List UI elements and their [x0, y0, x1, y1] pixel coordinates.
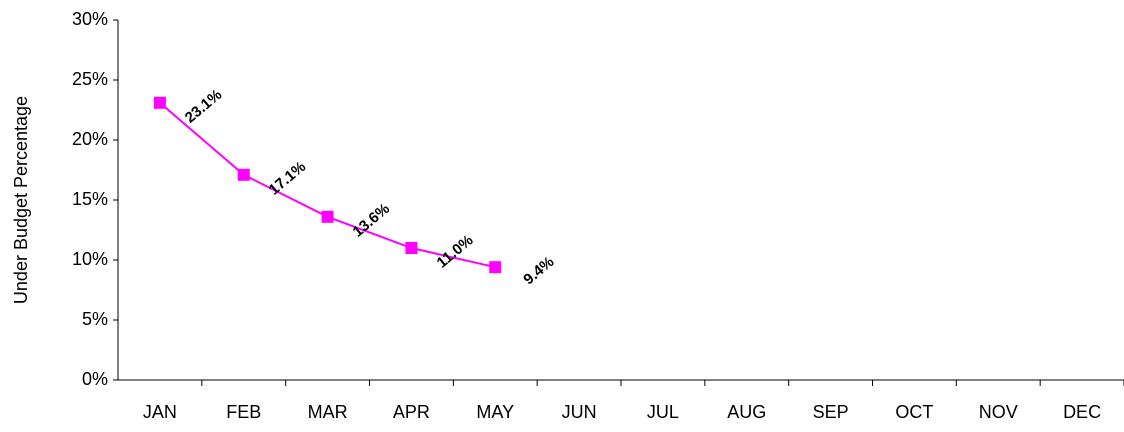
marker: [237, 168, 250, 181]
data-label: 13.6%: [349, 200, 393, 240]
x-tick-label: JUL: [647, 402, 679, 422]
x-tick-label: NOV: [979, 402, 1018, 422]
y-tick-label: 0%: [82, 369, 108, 389]
x-tick-label: AUG: [727, 402, 766, 422]
y-tick-label: 25%: [72, 69, 108, 89]
x-tick-label: JUN: [562, 402, 597, 422]
marker: [321, 210, 334, 223]
x-tick-label: APR: [393, 402, 430, 422]
y-tick-label: 15%: [72, 189, 108, 209]
line: [159, 102, 496, 269]
y-axis-title: Under Budget Percentage: [11, 96, 31, 304]
y-tick-label: 30%: [72, 9, 108, 29]
y-tick-label: 10%: [72, 249, 108, 269]
x-tick-label: FEB: [226, 402, 261, 422]
x-tick-label: SEP: [813, 402, 849, 422]
x-tick-label: JAN: [143, 402, 177, 422]
x-tick-label: OCT: [895, 402, 933, 422]
y-tick-label: 20%: [72, 129, 108, 149]
marker: [489, 261, 502, 274]
marker: [405, 242, 418, 254]
marker: [153, 96, 166, 109]
data-label: 17.1%: [266, 158, 310, 198]
data-label: 23.1%: [182, 86, 226, 126]
x-tick-label: DEC: [1063, 402, 1101, 422]
x-tick-label: MAY: [476, 402, 514, 422]
data-label: 11.0%: [434, 232, 477, 272]
y-tick-label: 5%: [82, 309, 108, 329]
x-tick-label: MAR: [308, 402, 348, 422]
data-label: 9.4%: [520, 253, 557, 288]
